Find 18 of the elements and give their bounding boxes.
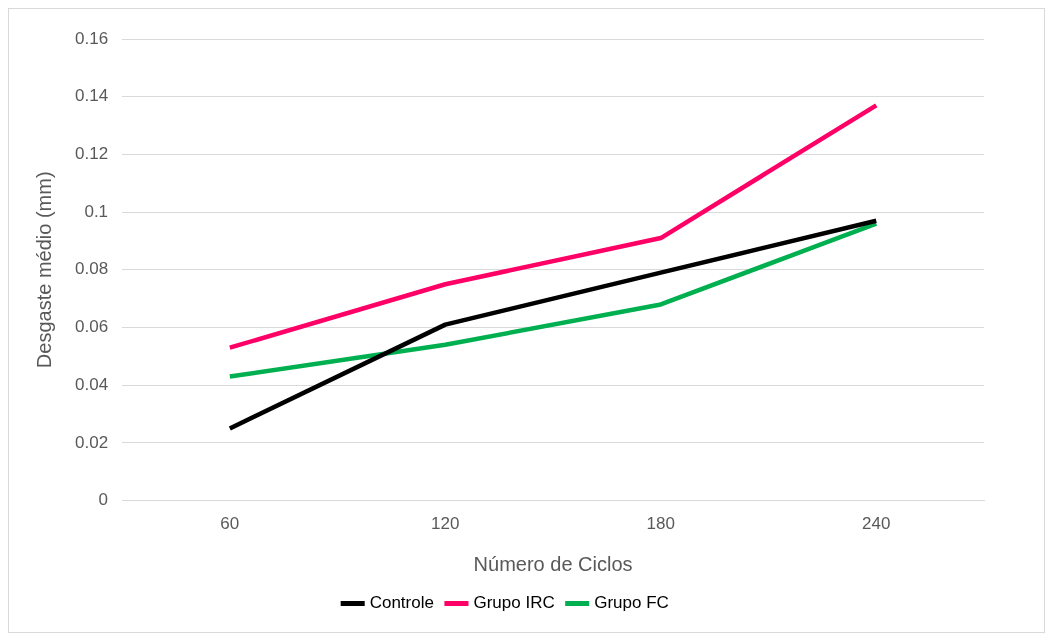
legend-label: Controle bbox=[369, 593, 434, 613]
y-tick-label: 0.04 bbox=[74, 374, 109, 394]
y-tick-label: 0.16 bbox=[74, 28, 109, 48]
y-tick-label: 0.02 bbox=[74, 432, 109, 452]
legend-label: Grupo FC bbox=[594, 593, 669, 613]
x-tick-label: 60 bbox=[220, 514, 240, 534]
legend-label: Grupo IRC bbox=[473, 593, 555, 613]
x-tick-label: 180 bbox=[646, 514, 675, 534]
y-tick-label: 0 bbox=[98, 490, 109, 510]
y-tick-label: 0.06 bbox=[74, 317, 109, 337]
y-tick-label: 0.14 bbox=[74, 86, 109, 106]
x-axis-title: Número de Ciclos bbox=[473, 552, 633, 575]
y-tick-label: 0.1 bbox=[84, 201, 109, 221]
y-tick-label: 0.08 bbox=[74, 259, 109, 279]
x-tick-label: 240 bbox=[862, 514, 891, 534]
x-tick-label: 120 bbox=[431, 514, 460, 534]
y-tick-label: 0.12 bbox=[74, 144, 109, 164]
y-axis-title: Desgaste médio (mm) bbox=[32, 171, 55, 369]
